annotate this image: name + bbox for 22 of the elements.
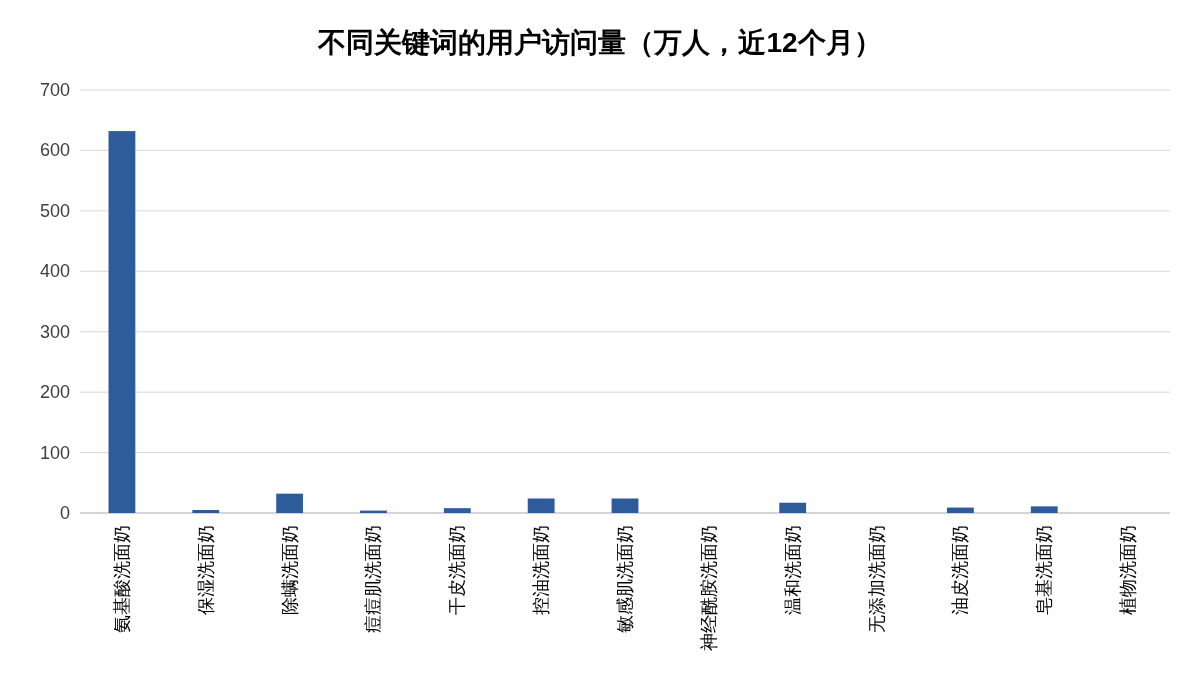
x-tick-label: 皂基洗面奶 [1034,525,1055,615]
x-tick-label: 控油洗面奶 [531,525,552,615]
x-tick-label: 温和洗面奶 [782,525,803,615]
x-tick-label: 无添加洗面奶 [866,525,887,633]
y-tick-label: 700 [39,80,70,100]
y-tick-label: 100 [39,442,70,463]
y-tick-label: 500 [39,200,70,221]
y-tick-label: 0 [59,503,70,523]
x-tick-label: 保湿洗面奶 [195,525,216,615]
x-tick-label: 神经酰胺洗面奶 [698,525,719,651]
y-tick-label: 300 [39,321,70,342]
x-tick-label: 油皮洗面奶 [950,525,971,615]
x-tick-label: 敏感肌洗面奶 [615,525,635,633]
x-tick-label: 氨基酸洗面奶 [111,525,132,633]
x-tick-label: 干皮洗面奶 [447,525,468,615]
chart-title: 不同关键词的用户访问量（万人，近12个月） [317,27,882,58]
x-tick-label: 痘痘肌洗面奶 [363,525,384,633]
x-tick-label: 除螨洗面奶 [279,525,300,615]
y-tick-label: 400 [39,261,70,282]
x-tick-label: 植物洗面奶 [1118,525,1139,615]
y-tick-label: 600 [39,140,70,161]
y-tick-label: 200 [39,382,70,403]
